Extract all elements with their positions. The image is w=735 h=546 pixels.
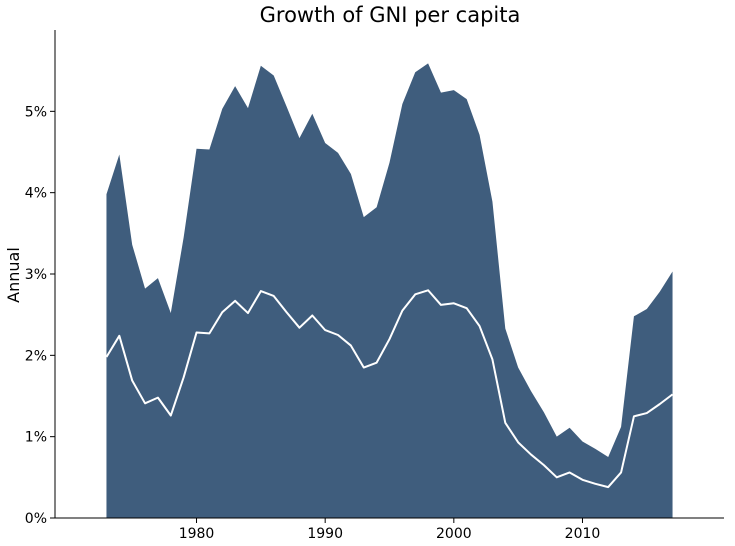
y-tick-label: 0% [25, 511, 47, 527]
y-tick-label: 3% [25, 267, 47, 283]
x-tick-label: 1990 [307, 526, 343, 542]
y-axis-ticks: 0% 1% 2% 3% 4% 5% [25, 104, 55, 527]
area-series [106, 63, 673, 518]
x-tick-label: 2010 [565, 526, 601, 542]
chart-title: Growth of GNI per capita [260, 3, 521, 27]
x-tick-label: 2000 [436, 526, 472, 542]
line-series [105, 289, 674, 489]
x-axis-ticks: 1980 1990 2000 2010 [179, 518, 601, 542]
y-tick-label: 5% [25, 104, 47, 120]
y-tick-label: 2% [25, 348, 47, 364]
y-axis-label: Annual [4, 247, 23, 303]
y-tick-label: 1% [25, 430, 47, 446]
plot-area [105, 63, 674, 518]
y-tick-label: 4% [25, 186, 47, 202]
x-tick-label: 1980 [179, 526, 215, 542]
